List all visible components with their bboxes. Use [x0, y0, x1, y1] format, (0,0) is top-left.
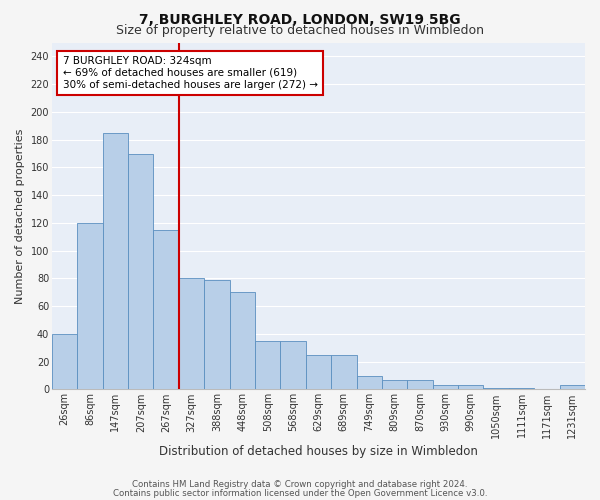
- Bar: [179, 278, 204, 390]
- Bar: [560, 385, 585, 390]
- X-axis label: Distribution of detached houses by size in Wimbledon: Distribution of detached houses by size …: [159, 444, 478, 458]
- Bar: [255, 341, 280, 390]
- Bar: [128, 154, 154, 390]
- Bar: [230, 292, 255, 390]
- Bar: [433, 385, 458, 390]
- Bar: [154, 230, 179, 390]
- Text: Size of property relative to detached houses in Wimbledon: Size of property relative to detached ho…: [116, 24, 484, 37]
- Bar: [484, 388, 509, 390]
- Bar: [458, 385, 484, 390]
- Bar: [331, 354, 356, 390]
- Text: 7 BURGHLEY ROAD: 324sqm
← 69% of detached houses are smaller (619)
30% of semi-d: 7 BURGHLEY ROAD: 324sqm ← 69% of detache…: [62, 56, 317, 90]
- Y-axis label: Number of detached properties: Number of detached properties: [15, 128, 25, 304]
- Bar: [103, 132, 128, 390]
- Text: Contains public sector information licensed under the Open Government Licence v3: Contains public sector information licen…: [113, 488, 487, 498]
- Bar: [204, 280, 230, 390]
- Bar: [407, 380, 433, 390]
- Bar: [509, 388, 534, 390]
- Bar: [52, 334, 77, 390]
- Text: 7, BURGHLEY ROAD, LONDON, SW19 5BG: 7, BURGHLEY ROAD, LONDON, SW19 5BG: [139, 12, 461, 26]
- Bar: [280, 341, 306, 390]
- Bar: [306, 354, 331, 390]
- Text: Contains HM Land Registry data © Crown copyright and database right 2024.: Contains HM Land Registry data © Crown c…: [132, 480, 468, 489]
- Bar: [382, 380, 407, 390]
- Bar: [77, 223, 103, 390]
- Bar: [356, 376, 382, 390]
